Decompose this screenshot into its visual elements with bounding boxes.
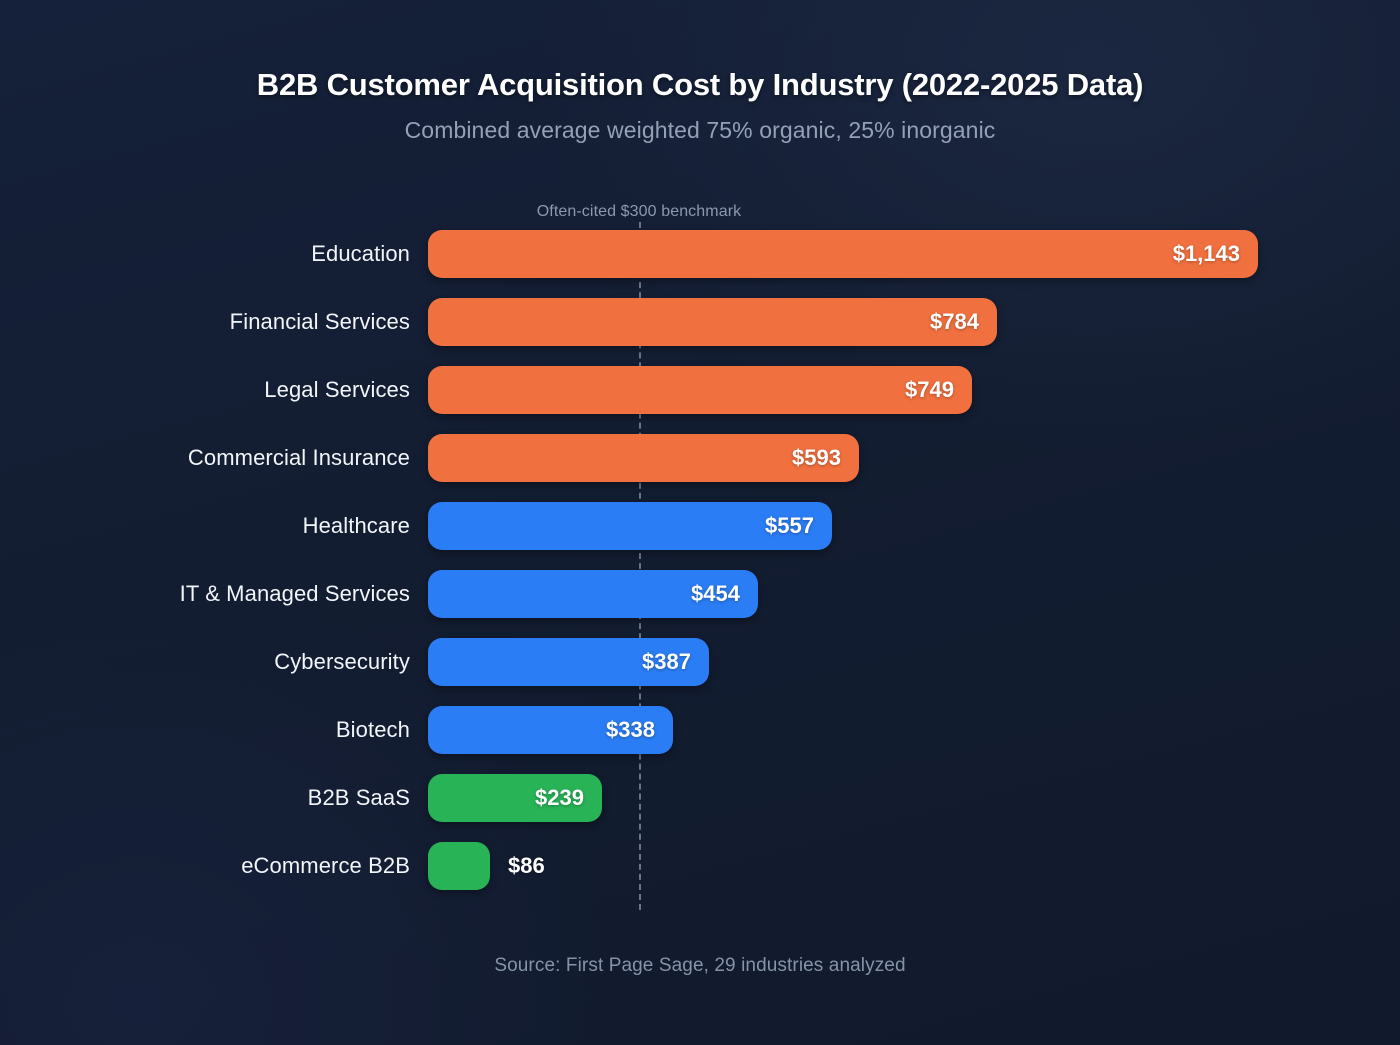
- bar-row: Commercial Insurance $593: [0, 434, 1400, 502]
- bar-value-label: $1,143: [1172, 241, 1240, 266]
- benchmark-annotation-label: Often-cited $300 benchmark: [536, 203, 742, 220]
- bar-track: $454: [428, 570, 1400, 618]
- bar-value-label: $593: [792, 445, 841, 470]
- bar-value-label: $557: [765, 513, 814, 538]
- bar-row: Cybersecurity $387: [0, 638, 1400, 706]
- bar-value-label: $784: [930, 309, 979, 334]
- category-label: Financial Services: [229, 309, 410, 334]
- bar-track: $593: [428, 434, 1400, 482]
- bar-track: $749: [428, 366, 1400, 414]
- bar-row: Biotech $338: [0, 706, 1400, 774]
- category-label: Education: [311, 241, 410, 266]
- bar-row: Legal Services $749: [0, 366, 1400, 434]
- category-label: Biotech: [335, 717, 410, 742]
- bar-value-label: $239: [535, 785, 584, 810]
- bar[interactable]: $784: [428, 298, 997, 346]
- bar[interactable]: $239: [428, 774, 602, 822]
- bar-value-label: $387: [642, 649, 691, 674]
- bar[interactable]: $1,143: [428, 230, 1258, 278]
- chart-subtitle: Combined average weighted 75% organic, 2…: [404, 116, 996, 143]
- bar[interactable]: $593: [428, 434, 859, 482]
- bar-value-label: $454: [691, 581, 740, 606]
- bar-row: Healthcare $557: [0, 502, 1400, 570]
- benchmark-reference-line: [639, 222, 641, 910]
- bar-row: Education $1,143: [0, 230, 1400, 298]
- bar[interactable]: $338: [428, 706, 673, 754]
- bar-row: Financial Services $784: [0, 298, 1400, 366]
- bar-value-label: $86: [508, 853, 545, 878]
- bar-track: $86: [428, 842, 1400, 890]
- bar-row: B2B SaaS $239: [0, 774, 1400, 842]
- bar-track: $338: [428, 706, 1400, 754]
- bar-track: $387: [428, 638, 1400, 686]
- bar[interactable]: $454: [428, 570, 758, 618]
- category-label: Healthcare: [302, 513, 410, 538]
- chart-header: B2B Customer Acquisition Cost by Industr…: [0, 0, 1400, 144]
- source-note: Source: First Page Sage, 29 industries a…: [494, 955, 906, 976]
- bar-row: IT & Managed Services $454: [0, 570, 1400, 638]
- category-label: Commercial Insurance: [187, 445, 410, 470]
- bar-row: eCommerce B2B $86: [0, 842, 1400, 910]
- chart-title: B2B Customer Acquisition Cost by Industr…: [256, 67, 1144, 102]
- bar-track: $1,143: [428, 230, 1400, 278]
- bar-value-label: $338: [606, 717, 655, 742]
- bar[interactable]: $86: [428, 842, 545, 890]
- bar-rows: Education $1,143 Financial Services $784 Leg…: [0, 230, 1400, 910]
- plot-area: Often-cited $300 benchmark Education $1,1…: [0, 203, 1400, 920]
- bar[interactable]: $749: [428, 366, 972, 414]
- category-label: IT & Managed Services: [179, 581, 410, 606]
- category-label: B2B SaaS: [307, 785, 410, 810]
- category-label: Legal Services: [264, 377, 410, 402]
- bar-track: $239: [428, 774, 1400, 822]
- bar[interactable]: $387: [428, 638, 709, 686]
- category-label: Cybersecurity: [274, 649, 410, 674]
- bar-track: $784: [428, 298, 1400, 346]
- bar-value-label: $749: [905, 377, 954, 402]
- bar-track: $557: [428, 502, 1400, 550]
- category-label: eCommerce B2B: [241, 853, 410, 878]
- bar[interactable]: $557: [428, 502, 832, 550]
